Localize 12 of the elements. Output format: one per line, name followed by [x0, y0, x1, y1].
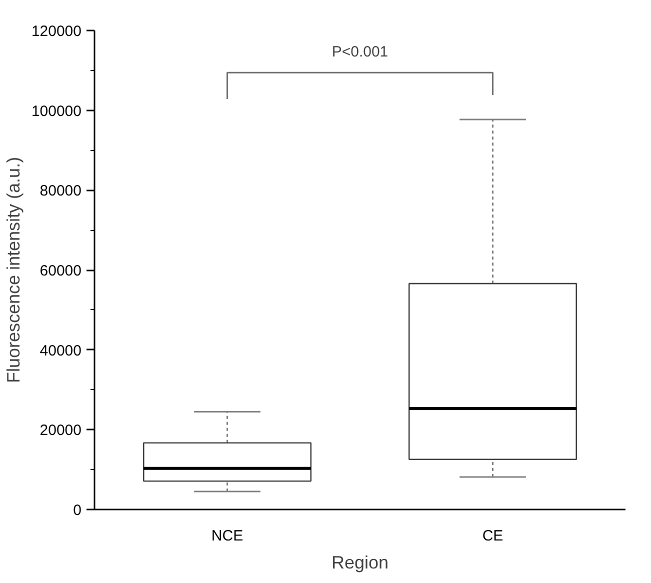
y-tick-label: 80000	[40, 182, 82, 200]
x-tick-label: NCE	[211, 528, 244, 544]
y-tick-label: 0	[73, 502, 82, 519]
y-tick-label: 100000	[31, 102, 82, 120]
y-axis-title: Fluorescence intensity (a.u.)	[3, 156, 24, 384]
annotation: P<0.001	[332, 44, 388, 61]
x-axis-title: Region	[331, 552, 389, 572]
y-tick-label: 60000	[40, 262, 82, 280]
y-tick-label: 20000	[40, 422, 82, 440]
y-tick-label: 120000	[31, 23, 82, 40]
y-tick-label: 40000	[40, 342, 82, 360]
x-tick-label: CE	[482, 528, 504, 544]
